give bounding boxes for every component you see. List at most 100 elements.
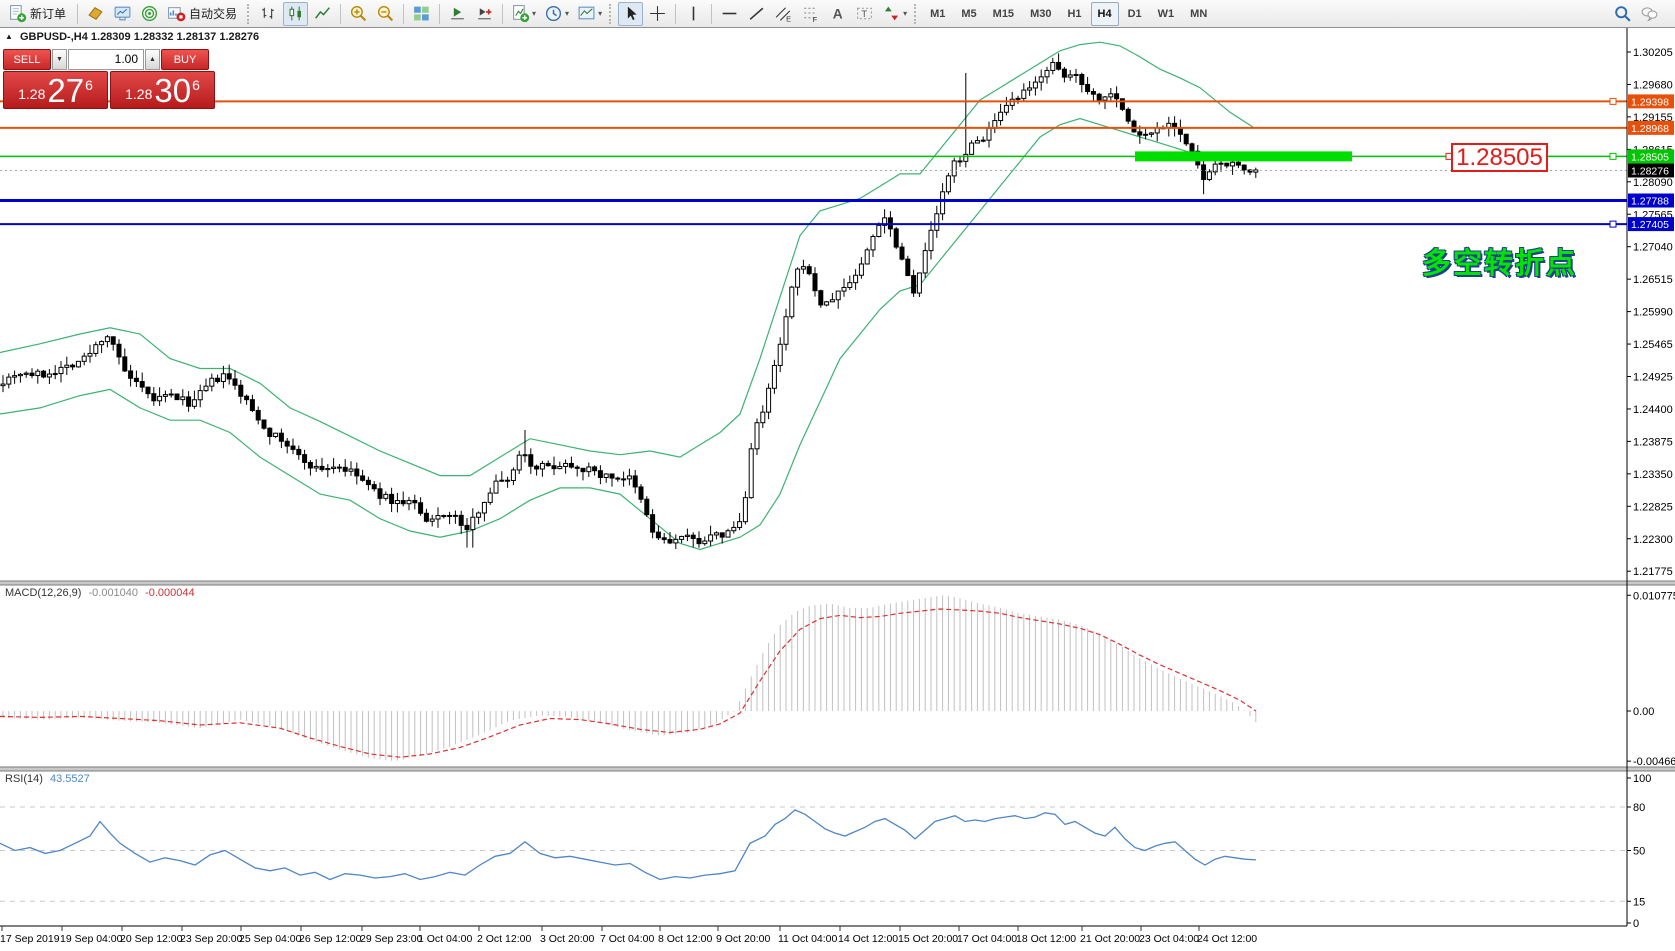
svg-text:1 Oct 04:00: 1 Oct 04:00 bbox=[418, 933, 472, 945]
fibonacci-button[interactable]: F bbox=[798, 2, 823, 26]
signals-icon bbox=[140, 4, 159, 23]
svg-text:7 Oct 04:00: 7 Oct 04:00 bbox=[600, 933, 654, 945]
svg-text:0.00: 0.00 bbox=[1633, 706, 1654, 718]
svg-text:1.21775: 1.21775 bbox=[1633, 566, 1673, 578]
chart-shift-button[interactable] bbox=[472, 2, 497, 26]
zoom-out-button[interactable] bbox=[373, 2, 398, 26]
tf-m15[interactable]: M15 bbox=[992, 7, 1015, 20]
arrows-dropdown-caret[interactable]: ▾ bbox=[903, 9, 908, 18]
auto-scroll-button[interactable] bbox=[445, 2, 470, 26]
svg-text:100: 100 bbox=[1633, 773, 1651, 785]
volume-increase-button[interactable]: ▲ bbox=[145, 49, 160, 70]
vertical-line-button[interactable] bbox=[681, 2, 706, 26]
templates-dropdown-caret[interactable]: ▾ bbox=[598, 9, 603, 18]
bar-chart-button[interactable] bbox=[256, 2, 281, 26]
svg-text:1.22825: 1.22825 bbox=[1633, 501, 1673, 513]
equidistant-channel-button[interactable]: E bbox=[771, 2, 796, 26]
svg-text:3 Oct 20:00: 3 Oct 20:00 bbox=[540, 933, 594, 945]
tf-w1[interactable]: W1 bbox=[1157, 7, 1175, 20]
volume-decrease-button[interactable]: ▼ bbox=[52, 49, 67, 70]
svg-text:1.27405: 1.27405 bbox=[1631, 219, 1669, 231]
indicators-button[interactable]: ▾ bbox=[508, 2, 539, 26]
tile-windows-icon bbox=[412, 4, 431, 23]
toolbar-right bbox=[1609, 2, 1663, 26]
zoom-in-button[interactable] bbox=[346, 2, 371, 26]
tf-h1[interactable]: H1 bbox=[1067, 7, 1082, 20]
tf-h4[interactable]: H4 bbox=[1090, 1, 1119, 26]
periods-dropdown-caret[interactable]: ▾ bbox=[565, 9, 570, 18]
svg-text:19 Sep 04:00: 19 Sep 04:00 bbox=[60, 933, 123, 945]
volume-input[interactable]: 1.00 bbox=[68, 49, 144, 70]
sell-button[interactable]: SELL bbox=[3, 49, 51, 70]
symbol-info[interactable]: ▲ GBPUSD-,H4 1.28309 1.28332 1.28137 1.2… bbox=[5, 31, 259, 43]
svg-text:20 Sep 12:00: 20 Sep 12:00 bbox=[120, 933, 183, 945]
svg-text:1.24400: 1.24400 bbox=[1633, 404, 1673, 416]
text-button[interactable]: A bbox=[825, 2, 850, 26]
svg-text:1.29398: 1.29398 bbox=[1631, 96, 1669, 108]
svg-text:1.28505: 1.28505 bbox=[1631, 151, 1669, 163]
signals-button[interactable] bbox=[137, 2, 162, 26]
tile-windows-button[interactable] bbox=[409, 2, 434, 26]
search-button[interactable] bbox=[1610, 2, 1635, 26]
bar-chart-icon bbox=[259, 4, 278, 23]
text-label-button[interactable]: T bbox=[852, 2, 877, 26]
price-annotation-box[interactable]: 1.28505 bbox=[1451, 143, 1548, 172]
tf-m30[interactable]: M30 bbox=[1030, 7, 1052, 20]
equidistant-channel-icon: E bbox=[774, 4, 793, 23]
buy-price-prefix: 1.28 bbox=[125, 86, 153, 102]
tf-mn[interactable]: MN bbox=[1190, 7, 1208, 20]
auto-trading-button[interactable]: 自动交易 bbox=[164, 2, 243, 26]
chart-canvas[interactable]: 1.302051.296801.291551.286151.280901.275… bbox=[0, 28, 1675, 951]
toolbar-separator bbox=[403, 3, 405, 24]
cursor-icon bbox=[621, 4, 640, 23]
chart-shift-icon bbox=[475, 4, 494, 23]
templates-button[interactable]: ▾ bbox=[574, 2, 605, 26]
line-chart-icon bbox=[313, 4, 332, 23]
new-order-label: 新订单 bbox=[30, 7, 67, 21]
svg-text:18 Oct 12:00: 18 Oct 12:00 bbox=[1016, 933, 1076, 945]
buy-price-display[interactable]: 1.28 30 6 bbox=[110, 71, 215, 109]
tf-d1[interactable]: D1 bbox=[1127, 7, 1142, 20]
svg-text:80: 80 bbox=[1633, 802, 1645, 814]
svg-text:1.24925: 1.24925 bbox=[1633, 372, 1673, 384]
candlestick-chart-button[interactable] bbox=[283, 1, 309, 26]
new-order-button[interactable]: 新订单 bbox=[5, 2, 72, 26]
trendline-button[interactable] bbox=[744, 2, 769, 26]
buy-button[interactable]: BUY bbox=[161, 49, 209, 70]
macd-value: -0.001040 bbox=[88, 587, 139, 599]
svg-text:A: A bbox=[833, 6, 843, 21]
collapse-chart-icon[interactable]: ▲ bbox=[5, 32, 13, 41]
toolbar-grip bbox=[609, 3, 612, 24]
trendline-icon bbox=[747, 4, 766, 23]
toolbar-separator bbox=[502, 3, 504, 24]
svg-text:24 Oct 12:00: 24 Oct 12:00 bbox=[1197, 933, 1257, 945]
metaeditor-icon bbox=[86, 4, 105, 23]
chat-button[interactable] bbox=[1637, 2, 1662, 26]
sell-price-display[interactable]: 1.28 27 6 bbox=[3, 71, 108, 109]
chinese-annotation-text: 多空转折点 bbox=[1422, 248, 1578, 280]
buy-price-big: 30 bbox=[154, 72, 192, 109]
svg-text:0: 0 bbox=[1633, 918, 1639, 930]
indicators-dropdown-caret[interactable]: ▾ bbox=[532, 9, 537, 18]
cursor-button[interactable] bbox=[618, 1, 644, 26]
tf-m1[interactable]: M1 bbox=[930, 7, 946, 20]
crosshair-button[interactable] bbox=[645, 2, 670, 26]
arrows-button[interactable]: ▾ bbox=[879, 2, 910, 26]
svg-text:50: 50 bbox=[1633, 846, 1645, 858]
market-watch-button[interactable] bbox=[110, 2, 135, 26]
new-order-icon bbox=[8, 4, 27, 23]
vertical-line-icon bbox=[684, 4, 703, 23]
metaeditor-button[interactable] bbox=[83, 2, 108, 26]
horizontal-line-button[interactable] bbox=[717, 2, 742, 26]
svg-text:15: 15 bbox=[1633, 896, 1645, 908]
svg-text:1.29680: 1.29680 bbox=[1633, 79, 1673, 91]
svg-text:1.30205: 1.30205 bbox=[1633, 47, 1673, 59]
svg-text:17 Sep 2019: 17 Sep 2019 bbox=[0, 933, 60, 945]
svg-text:1.23875: 1.23875 bbox=[1633, 436, 1673, 448]
chart-area[interactable]: 1.302051.296801.291551.286151.280901.275… bbox=[0, 28, 1675, 951]
macd-indicator-label: MACD(12,26,9) -0.001040 -0.000044 bbox=[5, 587, 195, 599]
svg-text:1.27788: 1.27788 bbox=[1631, 196, 1669, 208]
line-chart-button[interactable] bbox=[310, 2, 335, 26]
periods-button[interactable]: ▾ bbox=[541, 2, 572, 26]
tf-m5[interactable]: M5 bbox=[961, 7, 977, 20]
